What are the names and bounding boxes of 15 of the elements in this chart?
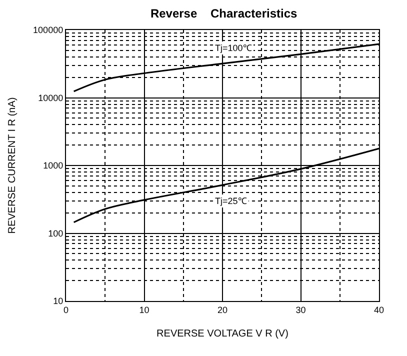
- x-tick-label: 0: [63, 304, 69, 315]
- annotation: Tj=25℃: [215, 196, 247, 206]
- chart-title: Reverse Characteristics: [150, 6, 298, 20]
- y-tick-label: 100: [48, 228, 64, 238]
- y-tick-label: 100000: [33, 25, 64, 36]
- y-tick-label: 1000: [43, 160, 64, 171]
- x-tick-label: 30: [296, 304, 306, 315]
- x-tick-label: 40: [374, 304, 384, 315]
- y-tick-label: 10: [53, 296, 64, 306]
- y-axis-title: REVERSE CURRENT I R (nA): [7, 97, 18, 234]
- y-tick-label: 10000: [38, 92, 64, 103]
- x-tick-label: 10: [139, 304, 150, 315]
- x-axis-title: REVERSE VOLTAGE V R (V): [156, 328, 288, 340]
- x-tick-label: 20: [217, 304, 228, 315]
- annotation: Tj=100℃: [215, 43, 252, 53]
